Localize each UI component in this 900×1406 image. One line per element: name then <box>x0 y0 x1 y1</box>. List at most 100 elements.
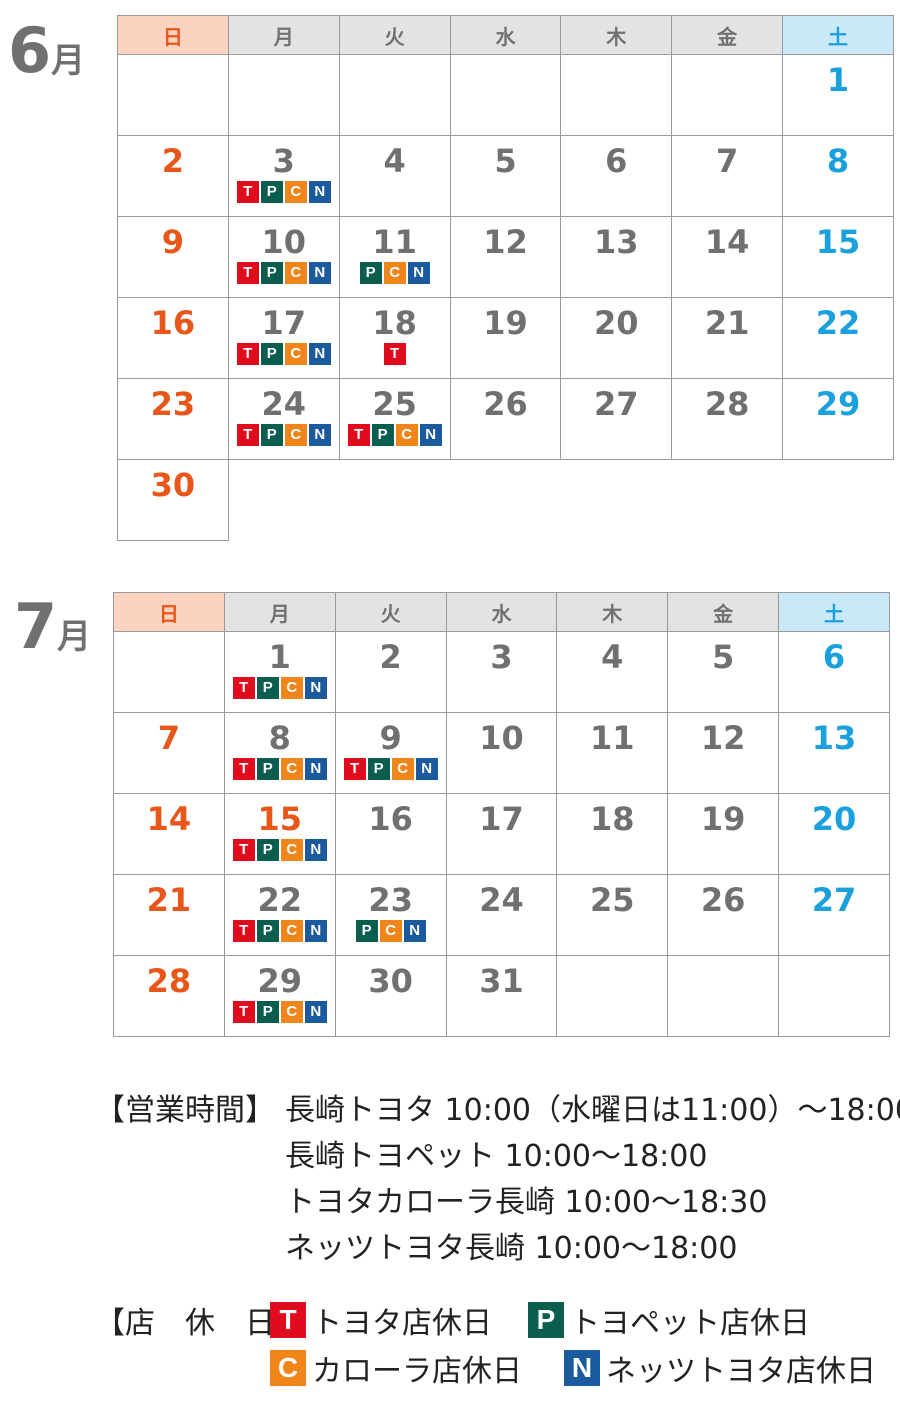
weekday-sun: 日 <box>117 15 229 55</box>
calendar-july: 日月火水木金土 1 T P C N 2 3 4 5 6 7 8 T P C N 9 T P C N 10 11 12 13 14 15… <box>113 592 890 1037</box>
closed-badge-n-icon: N <box>415 758 438 780</box>
legend-item-toyota: T トヨタ店休日 <box>270 1298 528 1342</box>
closed-badge-c-icon: C <box>280 1001 303 1023</box>
no-cell <box>450 460 561 541</box>
no-cell <box>339 460 450 541</box>
day-number: 22 <box>257 881 303 919</box>
closed-badge-t-icon: T <box>236 343 259 365</box>
closed-badge-t-icon: T <box>232 1001 255 1023</box>
closed-badge-n-icon: N <box>407 262 430 284</box>
day-cell: 27 <box>560 378 673 460</box>
day-cell: 11 <box>556 712 669 794</box>
day-number: 24 <box>479 881 524 919</box>
day-number: 16 <box>368 800 413 838</box>
day-cell: 18 T <box>338 297 451 379</box>
day-cell: 4 <box>338 135 451 217</box>
day-number: 17 <box>261 304 307 342</box>
badge-t-icon: T <box>270 1302 306 1338</box>
hours-line: 長崎トヨタ 10:00（水曜日は11:00）～18:00 <box>285 1093 900 1128</box>
day-number: 5 <box>712 638 735 676</box>
day-number: 1 <box>268 638 291 676</box>
legend-text: ネッツトヨタ店休日 <box>606 1354 876 1389</box>
closed-badge-c-icon: C <box>280 920 303 942</box>
weekday-fri: 金 <box>667 592 780 632</box>
day-number: 24 <box>261 385 307 423</box>
closed-badge-p-icon: P <box>256 677 279 699</box>
day-cell: 15 T P C N <box>223 793 336 875</box>
day-cell: 14 <box>113 793 225 875</box>
closed-badge-n-icon: N <box>419 424 442 446</box>
closed-badge-c-icon: C <box>280 839 303 861</box>
day-cell: 18 <box>556 793 669 875</box>
day-number: 8 <box>268 719 291 757</box>
closed-badge-c-icon: C <box>391 758 414 780</box>
closed-badge-c-icon: C <box>383 262 406 284</box>
month-number: 7 <box>14 590 57 663</box>
weekday-wed: 水 <box>449 15 562 55</box>
day-cell: 17 T P C N <box>227 297 340 379</box>
weekday-thu: 木 <box>560 15 673 55</box>
calendar-june: 日月火水木金土 1 2 3 T P C N 4 5 6 7 8 9 10 T P C N 11 P C N 12 13 14 15 1… <box>117 15 894 541</box>
weekday-tue: 火 <box>334 592 447 632</box>
day-number: 4 <box>383 142 406 180</box>
closed-badge-n-icon: N <box>308 181 331 203</box>
day-cell: 9 <box>117 216 229 298</box>
day-cell: 20 <box>560 297 673 379</box>
day-number: 6 <box>605 142 628 180</box>
hours-line: トヨタカローラ長崎 10:00～18:30 <box>285 1185 768 1220</box>
day-number: 30 <box>368 962 413 1000</box>
day-number: 27 <box>594 385 639 423</box>
day-number: 4 <box>601 638 624 676</box>
no-cell <box>672 460 783 541</box>
day-number: 20 <box>594 304 639 342</box>
day-number: 21 <box>146 881 192 919</box>
closed-badge-p-icon: P <box>256 758 279 780</box>
day-number: 22 <box>815 304 861 342</box>
closed-badge-c-icon: C <box>280 677 303 699</box>
day-cell: 5 <box>667 631 780 713</box>
week-row: 14 15 T P C N 16 17 18 19 20 <box>113 793 890 875</box>
month-label-july: 7月 <box>14 596 91 658</box>
closed-badges: T <box>340 343 450 365</box>
day-cell: 29 T P C N <box>223 955 336 1037</box>
day-number: 2 <box>379 638 402 676</box>
day-number: 25 <box>372 385 417 423</box>
day-number: 29 <box>257 962 303 1000</box>
closed-badge-c-icon: C <box>379 920 402 942</box>
closed-badge-t-icon: T <box>232 758 255 780</box>
week-row: 28 29 T P C N 30 31 <box>113 955 890 1037</box>
day-cell: 2 <box>334 631 447 713</box>
day-number: 12 <box>700 719 746 757</box>
day-cell: 30 <box>117 459 229 541</box>
day-cell: 27 <box>778 874 890 956</box>
week-row: 7 8 T P C N 9 T P C N 10 11 12 13 <box>113 712 890 794</box>
day-number: 7 <box>716 142 739 180</box>
day-cell: 26 <box>667 874 780 956</box>
day-cell: 1 <box>782 54 894 136</box>
day-number: 11 <box>372 223 417 261</box>
business-hours: 【営業時間】 長崎トヨタ 10:00（水曜日は11:00）～18:00 長崎トヨ… <box>95 1088 900 1272</box>
closed-badge-p-icon: P <box>260 181 283 203</box>
day-cell: 23 <box>117 378 229 460</box>
weekday-mon: 月 <box>223 592 336 632</box>
day-cell: 15 <box>782 216 894 298</box>
badge-c-icon: C <box>270 1350 306 1386</box>
weekday-sat: 土 <box>782 15 894 55</box>
day-number: 13 <box>811 719 857 757</box>
week-row: 16 17 T P C N 18 T 19 20 21 22 <box>117 297 894 379</box>
day-cell: 6 <box>778 631 890 713</box>
day-number: 19 <box>700 800 746 838</box>
legend-text: トヨペット店休日 <box>570 1306 810 1341</box>
closed-badge-c-icon: C <box>395 424 418 446</box>
closed-badge-t-icon: T <box>232 920 255 942</box>
day-number: 1 <box>826 61 850 99</box>
closed-badge-n-icon: N <box>403 920 426 942</box>
week-row: 30 <box>117 459 894 541</box>
weekday-thu: 木 <box>556 592 669 632</box>
weekday-sun: 日 <box>113 592 225 632</box>
day-cell: 13 <box>778 712 890 794</box>
day-cell: 13 <box>560 216 673 298</box>
